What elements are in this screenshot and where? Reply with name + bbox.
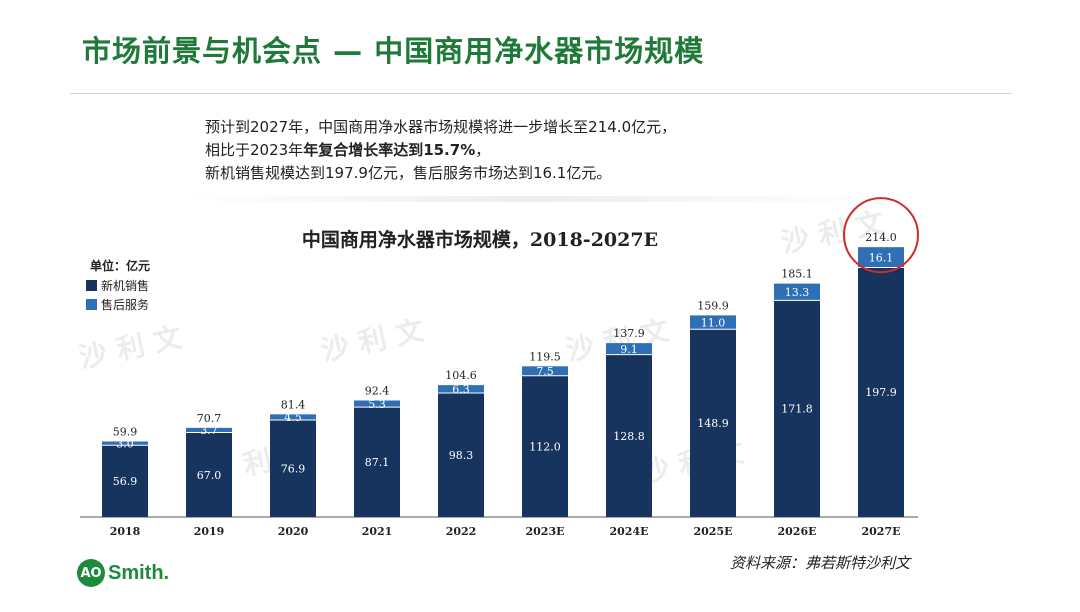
data-label-total: 159.9 [697, 299, 729, 312]
data-label-total: 59.9 [113, 425, 138, 438]
bar-new-sales [606, 354, 652, 517]
data-label-new-sales: 67.0 [197, 469, 222, 482]
x-tick-label: 2025E [694, 525, 733, 538]
data-label-after-sales: 9.1 [620, 343, 638, 356]
data-label-after-sales: 6.3 [452, 383, 470, 396]
bar-new-sales [858, 267, 904, 517]
x-tick-label: 2019 [194, 525, 225, 538]
data-label-after-sales: 7.5 [536, 365, 554, 378]
bar-after-sales [606, 343, 652, 355]
summary-line-2-prefix: 相比于2023年 [205, 141, 304, 159]
bar-new-sales [186, 432, 232, 517]
x-tick-label: 2018 [110, 525, 141, 538]
bar-new-sales [522, 375, 568, 517]
ao-smith-logo: AO Smith. [77, 559, 169, 587]
chart-top-shadow [180, 196, 880, 202]
bar-new-sales [690, 329, 736, 517]
data-label-new-sales: 87.1 [365, 456, 390, 469]
data-label-after-sales: 4.5 [284, 411, 302, 424]
bar-after-sales [186, 427, 232, 433]
logo-text: Smith. [108, 561, 170, 584]
data-label-new-sales: 128.8 [613, 430, 645, 443]
data-label-after-sales: 11.0 [701, 316, 726, 329]
summary-line-2: 相比于2023年年复合增长率达到15.7%， [205, 139, 676, 162]
bar-new-sales [438, 393, 484, 517]
highlight-circle [843, 197, 919, 274]
data-label-total: 137.9 [613, 327, 645, 340]
summary-line-1: 预计到2027年，中国商用净水器市场规模将进一步增长至214.0亿元， [205, 118, 677, 136]
x-tick-label: 2023E [526, 525, 565, 538]
bar-group: 56.9 3.059.9 2018 67.0 3.770.7 2019 76.9 4.581.… [80, 197, 919, 538]
data-label-new-sales: 197.9 [865, 386, 897, 399]
data-label-total: 70.7 [197, 412, 222, 425]
data-label-after-sales: 3.7 [200, 424, 218, 437]
legend-swatch-new-sales [86, 280, 97, 291]
x-tick-label: 2022 [446, 525, 477, 538]
data-label-total: 214.0 [865, 231, 897, 244]
data-label-total: 119.5 [529, 350, 561, 363]
data-label-total: 185.1 [781, 268, 813, 281]
bar-new-sales [354, 407, 400, 517]
bar-after-sales [522, 366, 568, 376]
x-tick-label: 2027E [862, 525, 901, 538]
data-label-total: 92.4 [365, 384, 390, 397]
legend-label-after-sales: 售后服务 [101, 297, 149, 312]
data-label-after-sales: 16.1 [869, 251, 894, 264]
summary-line-2-suffix: ， [475, 141, 491, 159]
unit-label: 单位：亿元 [90, 258, 150, 273]
bar-after-sales [690, 315, 736, 330]
data-label-new-sales: 171.8 [781, 403, 813, 416]
bar-after-sales [438, 385, 484, 394]
legend-swatch-after-sales [86, 299, 97, 310]
data-label-new-sales: 76.9 [281, 463, 306, 476]
x-tick-label: 2021 [362, 525, 393, 538]
x-tick-label: 2024E [610, 525, 649, 538]
bar-after-sales [354, 400, 400, 408]
legend-label-new-sales: 新机销售 [101, 278, 149, 293]
bar-after-sales [774, 283, 820, 301]
summary-cagr-highlight: 年复合增长率达到15.7% [303, 141, 476, 159]
data-label-new-sales: 98.3 [449, 449, 474, 462]
source-note: 资料来源：弗若斯特沙利文 [729, 554, 910, 572]
summary-line-3: 新机销售规模达到197.9亿元，售后服务市场达到16.1亿元。 [205, 164, 612, 182]
title-divider [70, 93, 1012, 94]
data-label-new-sales: 148.9 [697, 417, 729, 430]
bar-after-sales [858, 247, 904, 268]
bar-after-sales [102, 441, 148, 446]
bar-new-sales [774, 300, 820, 517]
summary-text: 预计到2027年，中国商用净水器市场规模将进一步增长至214.0亿元， 相比于2… [205, 116, 676, 185]
data-label-new-sales: 112.0 [529, 440, 561, 453]
bar-new-sales [270, 420, 316, 517]
data-label-total: 104.6 [445, 369, 477, 382]
data-label-after-sales: 3.0 [116, 437, 134, 450]
bar-after-sales [270, 414, 316, 421]
x-tick-label: 2020 [278, 525, 309, 538]
data-label-new-sales: 56.9 [113, 475, 138, 488]
page-title: 市场前景与机会点 — 中国商用净水器市场规模 [82, 34, 705, 68]
x-tick-label: 2026E [778, 525, 817, 538]
bar-new-sales [102, 445, 148, 517]
data-label-after-sales: 5.3 [368, 398, 386, 411]
logo-mark: AO [77, 559, 105, 587]
chart-title: 中国商用净水器市场规模，2018-2027E [302, 228, 658, 251]
data-label-after-sales: 13.3 [785, 286, 810, 299]
data-label-total: 81.4 [281, 398, 306, 411]
